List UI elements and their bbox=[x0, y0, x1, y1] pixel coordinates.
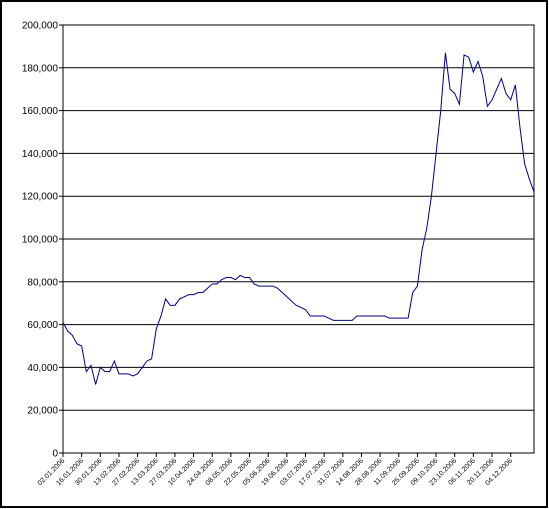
data-line bbox=[62, 52, 535, 385]
y-tick-label: 140,000 bbox=[22, 149, 59, 160]
y-tick-label: 180,000 bbox=[22, 63, 59, 74]
y-tick-label: 20,000 bbox=[27, 406, 58, 417]
y-tick-label: 100,000 bbox=[22, 235, 59, 246]
y-tick-label: 120,000 bbox=[22, 192, 59, 203]
y-tick-label: 60,000 bbox=[27, 320, 58, 331]
y-tick-label: 40,000 bbox=[27, 363, 58, 374]
y-tick-label: 80,000 bbox=[27, 277, 58, 288]
y-tick-label: 160,000 bbox=[22, 106, 59, 117]
y-tick-label: 200,000 bbox=[22, 21, 59, 32]
y-tick-label: 0 bbox=[52, 449, 58, 460]
